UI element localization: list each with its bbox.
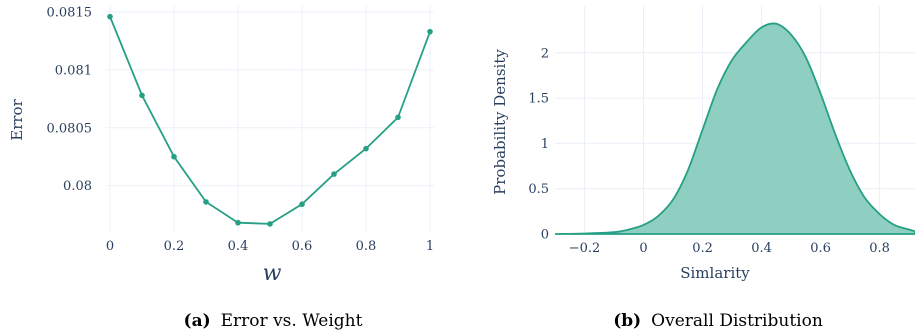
caption-a: (a) Error vs. Weight bbox=[184, 311, 363, 331]
chart-a-y-tick-label: 0.08 bbox=[63, 179, 92, 194]
chart-b-y-tick-label: 0.5 bbox=[528, 182, 549, 197]
chart-b-x-tick-label: 0.8 bbox=[869, 241, 890, 256]
chart-a-data-point bbox=[171, 153, 177, 160]
chart-a-points bbox=[107, 13, 433, 227]
chart-a-y-axis-title: Error bbox=[8, 98, 26, 140]
chart-a-x-ticks: 0 0.2 0.4 0.6 0.8 1 bbox=[106, 239, 434, 254]
chart-overall-distribution: −0.2 0 0.2 0.4 0.6 0.8 0 0.5 1 1.5 2 Probability … bbox=[491, 6, 915, 282]
chart-b-x-tick-label: −0.2 bbox=[569, 241, 601, 256]
chart-a-y-tick-label: 0.0815 bbox=[47, 6, 93, 21]
chart-a-x-tick-label: 0.4 bbox=[228, 239, 249, 254]
chart-a-y-ticks: 0.08 0.0805 0.081 0.0815 bbox=[47, 6, 93, 195]
caption-a-label: (a) bbox=[184, 311, 211, 331]
chart-a-data-point bbox=[107, 13, 113, 20]
chart-a-data-point bbox=[395, 114, 401, 121]
chart-b-x-tick-label: 0 bbox=[639, 241, 647, 256]
chart-error-vs-weight: 0 0.2 0.4 0.6 0.8 1 0.08 0.0805 0.081 0.0815 Err… bbox=[8, 6, 434, 287]
chart-a-data-point bbox=[331, 171, 337, 177]
chart-a-grid bbox=[106, 6, 434, 232]
chart-a-x-tick-label: 0.2 bbox=[164, 239, 185, 254]
chart-b-y-ticks: 0 0.5 1 1.5 2 bbox=[528, 46, 549, 242]
chart-a-data-point bbox=[363, 145, 369, 152]
chart-a-y-tick-label: 0.081 bbox=[55, 63, 92, 78]
chart-a-x-tick-label: 0.8 bbox=[356, 239, 377, 254]
chart-b-x-axis-title: Simlarity bbox=[680, 264, 750, 282]
chart-b-y-tick-label: 0 bbox=[541, 228, 549, 243]
chart-a-x-tick-label: 0.6 bbox=[292, 239, 313, 254]
chart-a-y-tick-label: 0.0805 bbox=[47, 121, 93, 136]
caption-b-label: (b) bbox=[613, 311, 641, 331]
chart-a-data-point bbox=[427, 28, 433, 35]
chart-b-x-tick-label: 0.2 bbox=[692, 241, 713, 256]
chart-a-data-point bbox=[203, 199, 209, 205]
chart-b-y-tick-label: 2 bbox=[541, 46, 549, 61]
chart-a-data-point bbox=[139, 92, 145, 99]
chart-b-x-tick-label: 0.6 bbox=[810, 241, 831, 256]
chart-a-x-tick-label: 1 bbox=[426, 239, 434, 254]
chart-b-y-tick-label: 1 bbox=[541, 137, 549, 152]
chart-b-density-area bbox=[554, 22, 915, 235]
chart-b-y-tick-label: 1.5 bbox=[528, 92, 549, 107]
caption-b: (b) Overall Distribution bbox=[613, 311, 823, 331]
chart-a-series-line bbox=[109, 16, 431, 225]
chart-b-x-tick-label: 0.4 bbox=[751, 241, 772, 256]
caption-b-text: Overall Distribution bbox=[651, 311, 823, 331]
chart-a-x-axis-title: w bbox=[263, 261, 282, 286]
caption-a-text: Error vs. Weight bbox=[221, 311, 363, 331]
chart-b-x-ticks: −0.2 0 0.2 0.4 0.6 0.8 bbox=[569, 241, 890, 256]
chart-a-x-tick-label: 0 bbox=[106, 239, 114, 254]
chart-b-y-axis-title: Probability Density bbox=[491, 49, 509, 195]
chart-a-data-point bbox=[299, 201, 305, 208]
chart-a-data-point bbox=[267, 221, 273, 227]
chart-a-data-point bbox=[235, 219, 241, 226]
